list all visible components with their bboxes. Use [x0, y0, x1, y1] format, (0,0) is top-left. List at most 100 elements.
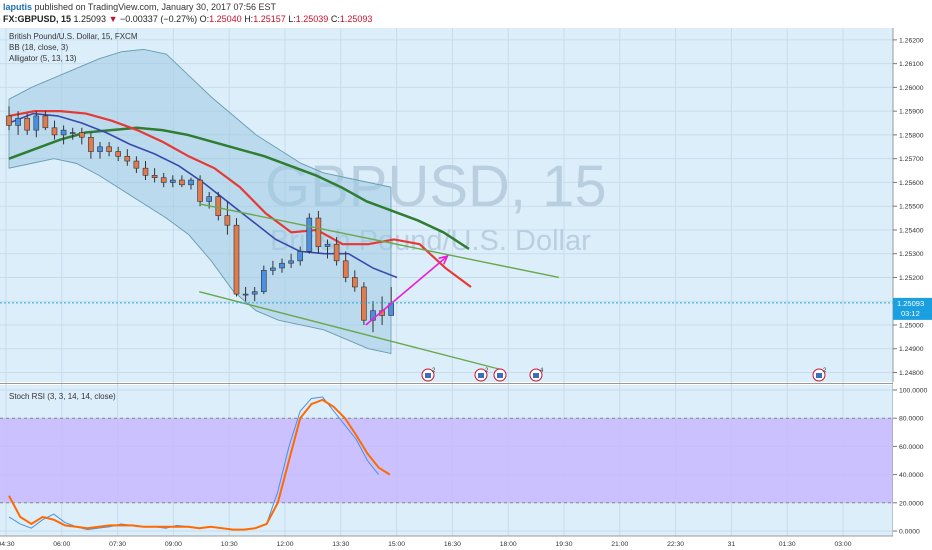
candle-body	[233, 224, 240, 295]
candle-body	[270, 267, 276, 271]
rsi-tick-label: 80.0000	[899, 416, 924, 423]
candle-body	[97, 146, 103, 152]
last-price: 1.25093	[73, 14, 107, 24]
candle-body	[370, 310, 376, 321]
author-link[interactable]: laputis	[3, 2, 33, 12]
time-tick-label: 03:00	[834, 541, 851, 548]
rsi-tick-label: 20.0000	[899, 500, 924, 507]
candle-body	[88, 136, 94, 152]
low-label: L:	[288, 14, 296, 24]
candle-body	[160, 177, 167, 183]
candle-body	[142, 167, 149, 176]
event-count: 4	[540, 368, 544, 374]
alligator-teeth-line	[8, 110, 472, 288]
price-tick-label: 1.25900	[899, 109, 924, 116]
candle-body	[79, 132, 85, 138]
candle-body	[179, 179, 185, 186]
time-tick-label: 04:30	[0, 541, 15, 548]
time-axis-bg	[0, 536, 932, 550]
publish-line: laputis published on TradingView.com, Ja…	[3, 2, 276, 12]
price-axis-bg	[893, 28, 932, 382]
candle-body	[324, 243, 331, 247]
time-tick-label: 06:00	[53, 541, 70, 548]
candle-body	[242, 293, 249, 296]
candle-body	[224, 215, 231, 226]
low-value: 1.25039	[295, 14, 329, 24]
candle-body	[15, 117, 21, 126]
price-axis[interactable]: 1.26200 1.26100 1.26000 1.25900 1.25800 1.257…	[892, 28, 932, 536]
trendlines[interactable]	[199, 203, 560, 371]
time-tick-label: 22:30	[667, 541, 684, 548]
candle-body	[215, 196, 222, 216]
candle-body	[124, 155, 131, 162]
price-tick-label: 1.24900	[899, 346, 924, 353]
candle-body	[297, 251, 304, 262]
candle-body	[288, 260, 294, 264]
candle-body	[133, 160, 140, 169]
time-tick-label: 15:00	[388, 541, 405, 548]
trendline	[199, 203, 560, 279]
rsi-band	[0, 418, 893, 503]
projection-arrow[interactable]	[365, 254, 449, 326]
stoch-rsi	[0, 396, 893, 531]
candle-body	[197, 179, 203, 202]
rsi-tick-label: 60.0000	[899, 444, 924, 451]
time-axis[interactable]: 04:30 06:00 07:30 09:00 10:30 12:00 13:30 15:00…	[0, 383, 932, 550]
candle-body	[361, 286, 367, 321]
alligator-jaw-line	[8, 126, 470, 251]
candle-body	[60, 129, 67, 136]
flag-icon	[425, 373, 431, 378]
alligator-lips-line	[8, 112, 398, 279]
time-tick-label: 21:00	[611, 541, 628, 548]
candle-body	[33, 115, 40, 131]
rsi-d-line	[8, 398, 391, 531]
high-value: 1.25157	[253, 14, 286, 24]
change-value: −0.00337 (−0.27%)	[120, 14, 198, 24]
candle-body	[42, 115, 49, 129]
arrow-shaft	[365, 255, 448, 326]
event-count: 2	[823, 368, 827, 374]
candle-body	[342, 260, 349, 278]
time-tick-label: 07:30	[109, 541, 126, 548]
alligator	[8, 110, 472, 288]
time-tick-label: 09:00	[165, 541, 182, 548]
symbol-label: FX:GBPUSD, 15	[3, 14, 72, 24]
rsi-axis[interactable]: 100.0000 80.0000 60.0000 40.0000 20.0000 0.00…	[893, 382, 932, 536]
candle-body	[24, 117, 31, 131]
price-tick-label: 1.25000	[899, 322, 924, 329]
event-count: 2	[432, 368, 436, 374]
candle-body	[151, 175, 158, 178]
chart-header: laputis published on TradingView.com, Ja…	[0, 0, 932, 28]
price-tick-label: 1.25600	[899, 180, 924, 187]
price-badge-value: 1.25093	[897, 299, 924, 308]
open-value: 1.25040	[209, 14, 242, 24]
flag-icon	[533, 373, 539, 378]
bollinger-lower-line	[8, 158, 392, 354]
high-label: H:	[244, 14, 254, 24]
candle-body	[260, 270, 267, 293]
candle-body	[106, 146, 112, 152]
candle-body	[6, 115, 12, 126]
candle-body	[115, 151, 121, 157]
rsi-tick-label: 40.0000	[899, 472, 924, 479]
price-tick-label: 1.25200	[899, 275, 924, 282]
arrow-head	[438, 254, 449, 265]
legend-bb: BB (18, close, 3)	[9, 43, 68, 52]
legend-title: British Pound/U.S. Dollar, 15, FXCM	[9, 32, 138, 41]
price-tick-label: 1.26200	[899, 37, 924, 44]
price-tick-label: 1.25400	[899, 227, 924, 234]
bollinger-upper-line	[8, 48, 392, 188]
candle-body	[333, 243, 340, 262]
candle-body	[51, 127, 58, 136]
candles	[6, 106, 395, 333]
event-markers: 2 2 4 2	[421, 368, 827, 382]
price-tick-label: 1.24800	[899, 370, 924, 377]
candle-body	[315, 217, 322, 247]
flag-icon	[497, 373, 503, 378]
flag-icon	[816, 373, 822, 378]
ohlc-line: FX:GBPUSD, 15 1.25093 ▼ −0.00337 (−0.27%…	[3, 14, 372, 24]
rsi-tick-label: 0.0000	[899, 529, 920, 536]
time-tick-label: 10:30	[221, 541, 238, 548]
